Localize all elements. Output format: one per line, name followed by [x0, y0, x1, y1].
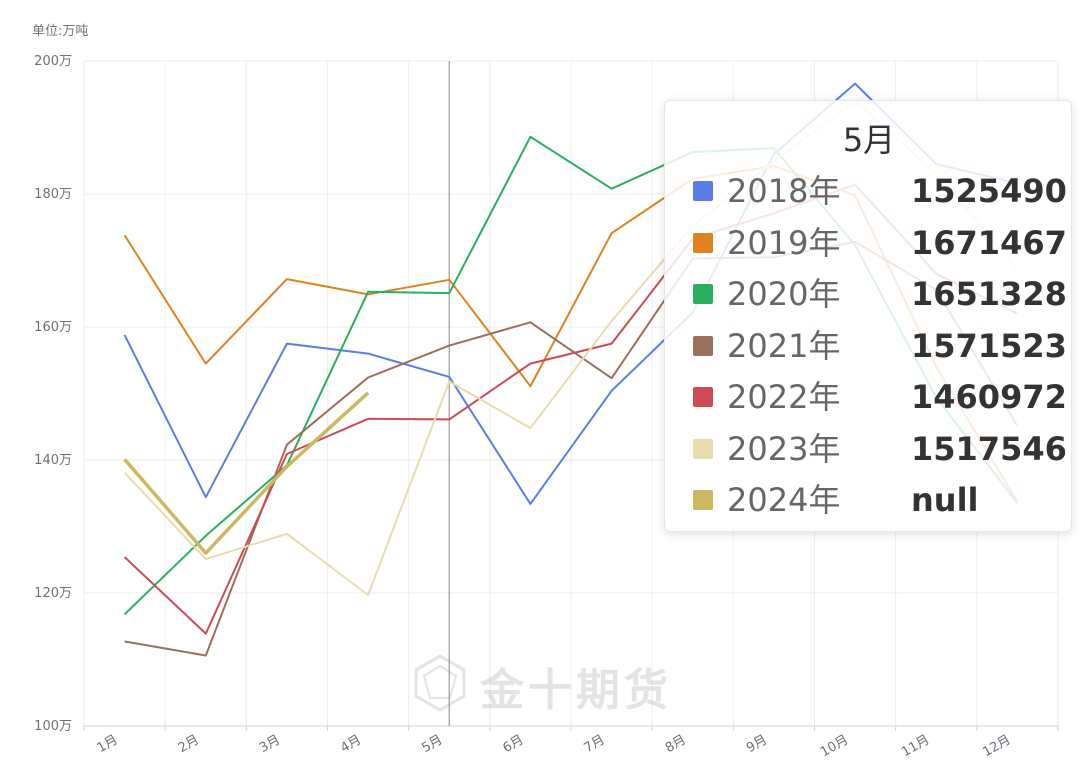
tooltip-series-name: 2020年	[727, 275, 841, 313]
x-tick-label: 9月	[744, 732, 770, 756]
tooltip: 5月 2018年 1525490 2019年 1671467 2020年 1651328 2…	[664, 100, 1072, 532]
x-tick-label: 6月	[500, 732, 526, 756]
watermark-text: 金十期货	[480, 665, 672, 716]
y-tick-label: 120万	[34, 586, 72, 601]
legend-swatch-icon	[693, 490, 713, 510]
tooltip-series-value: 1671467	[911, 223, 1067, 262]
tooltip-series-name: 2021年	[727, 326, 841, 365]
tooltip-series-value: null	[911, 481, 979, 519]
tooltip-row: 2023年 1517546	[691, 427, 1067, 473]
legend-swatch-icon	[693, 438, 713, 459]
x-tick-label: 2月	[176, 732, 202, 756]
y-tick-label: 100万	[34, 719, 72, 734]
x-tick-label: 8月	[663, 732, 689, 756]
tooltip-series-name: 2022年	[727, 378, 841, 416]
y-tick-label: 200万	[34, 54, 72, 69]
tooltip-series-name: 2018年	[727, 172, 841, 210]
tooltip-series-name: 2024年	[727, 481, 841, 519]
x-tick-label: 4月	[338, 732, 364, 756]
tooltip-series-value: 1571523	[911, 326, 1067, 365]
x-tick-label: 10月	[818, 732, 851, 760]
tooltip-series-name: 2023年	[727, 429, 841, 468]
legend-swatch-icon	[693, 181, 713, 201]
tooltip-row: 2022年 1460972	[691, 375, 1067, 421]
x-tick-label: 7月	[582, 732, 608, 756]
tooltip-series-value: 1460972	[911, 378, 1067, 416]
tooltip-row: 2019年 1671467	[691, 221, 1067, 267]
series-line-2018年	[123, 82, 1018, 505]
tooltip-title: 5月	[842, 121, 896, 159]
x-axis: 1月 2月 3月 4月 5月 6月 7月 8月 9月 10月 11月 12月	[83, 726, 1059, 760]
y-tick-label: 180万	[34, 187, 72, 202]
tooltip-series-value: 1525490	[911, 172, 1067, 210]
x-tick-label: 1月	[95, 732, 121, 756]
legend-swatch-icon	[693, 387, 713, 407]
y-tick-label: 140万	[34, 453, 72, 468]
x-tick-label: 12月	[980, 732, 1013, 760]
tooltip-series-value: 1517546	[911, 429, 1067, 468]
legend-swatch-icon	[693, 284, 713, 304]
x-tick-label: 3月	[257, 732, 283, 756]
tooltip-row: 2024年 null	[691, 478, 1051, 524]
y-tick-label: 160万	[34, 320, 72, 335]
x-tick-label: 5月	[419, 732, 445, 756]
tooltip-row: 2020年 1651328	[691, 272, 1067, 318]
tooltip-series-name: 2019年	[727, 223, 841, 262]
series-line-2024年	[123, 391, 370, 555]
tooltip-row: 2018年 1525490	[691, 169, 1067, 215]
legend-swatch-icon	[693, 232, 713, 253]
legend-swatch-icon	[693, 335, 713, 356]
x-tick-label: 11月	[899, 732, 932, 760]
tooltip-series-value: 1651328	[911, 275, 1067, 313]
tooltip-row: 2021年 1571523	[691, 324, 1067, 370]
unit-label: 单位:万吨	[32, 24, 89, 39]
watermark-logo-icon	[414, 654, 466, 712]
